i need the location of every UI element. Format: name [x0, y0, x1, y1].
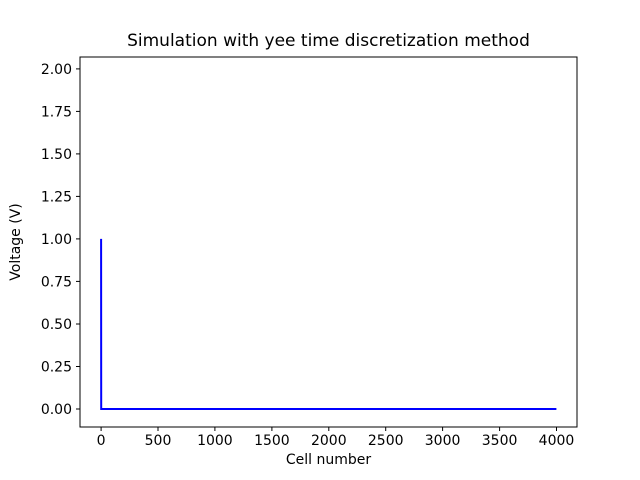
- x-tick-label: 2500: [368, 433, 404, 449]
- x-tick-label: 3500: [482, 433, 518, 449]
- y-tick-label: 1.50: [41, 147, 72, 163]
- x-tick-label: 1000: [197, 433, 233, 449]
- data-line-voltage: [100, 238, 557, 410]
- x-axis-label: Cell number: [285, 452, 372, 468]
- x-tick-label: 0: [97, 433, 106, 449]
- x-tick-label: 2000: [311, 433, 347, 449]
- chart-title: Simulation with yee time discretization …: [127, 31, 530, 51]
- x-tick-label: 4000: [539, 433, 575, 449]
- x-tick-label: 500: [145, 433, 172, 449]
- x-tick-label: 1500: [254, 433, 290, 449]
- y-tick-label: 0.50: [41, 317, 72, 333]
- y-tick-label: 1.00: [41, 232, 72, 248]
- y-tick-label: 0.00: [41, 402, 72, 418]
- y-tick-label: 2.00: [41, 62, 72, 78]
- x-tick-label: 3000: [425, 433, 461, 449]
- y-tick-label: 1.25: [41, 189, 72, 205]
- y-tick-label: 0.25: [41, 360, 72, 376]
- axes-frame: [79, 56, 578, 428]
- y-tick-label: 1.75: [41, 104, 72, 120]
- y-tick-label: 0.75: [41, 274, 72, 290]
